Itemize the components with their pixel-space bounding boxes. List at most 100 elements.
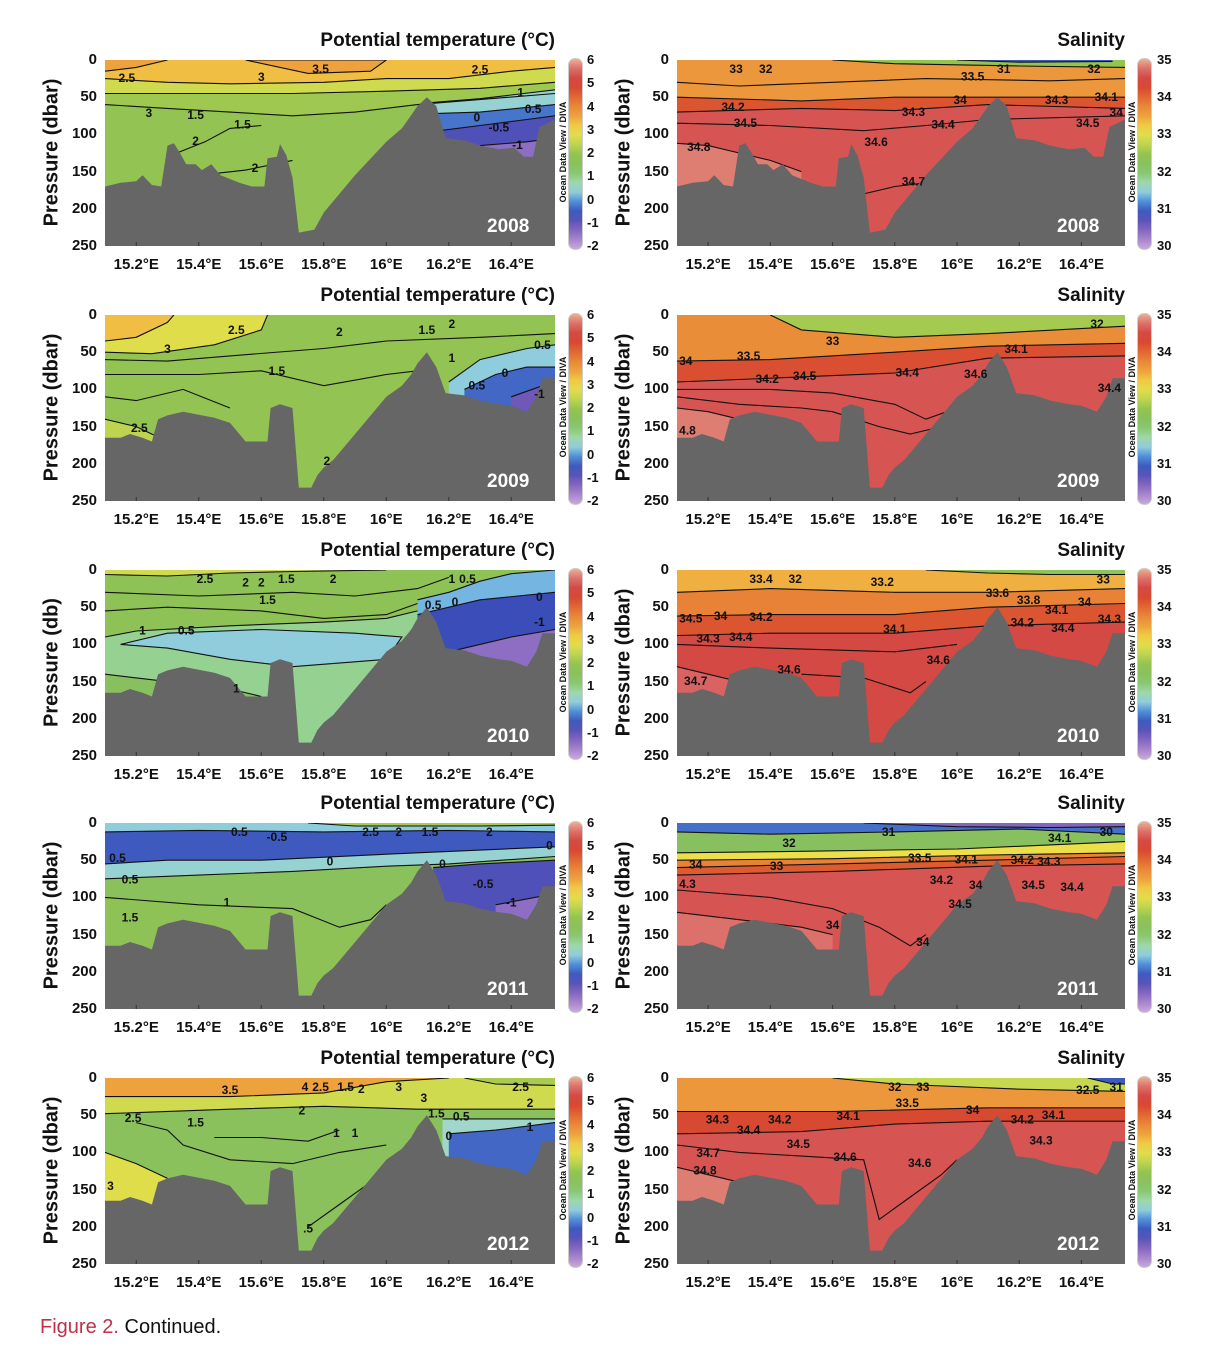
contour-line <box>677 96 1125 102</box>
contour-line <box>677 1166 740 1183</box>
x-tick-label: 15.6°E <box>238 256 284 273</box>
contour-label: 34.4 <box>1060 880 1084 894</box>
colorbar-tick-label: -2 <box>587 748 599 763</box>
x-tick-label: 15.8°E <box>872 1019 918 1036</box>
year-label: 2010 <box>1057 726 1100 747</box>
contour-label: 33.6 <box>986 586 1010 600</box>
contour-label: 2 <box>330 572 337 586</box>
contour-label: 34.1 <box>955 853 979 867</box>
colorbar-tick-label: 35 <box>1157 52 1172 67</box>
panel-title: Potential temperature (°C) <box>320 30 555 51</box>
contour-label: 0 <box>327 855 334 869</box>
colorbar-tick-label: 2 <box>587 908 595 923</box>
contour-line <box>677 342 1125 362</box>
x-tick-label: 15.8°E <box>301 1274 347 1291</box>
contour-label: 33.5 <box>737 349 761 363</box>
y-tick-label: 100 <box>71 380 97 398</box>
x-tick-label: 16.4°E <box>1058 1019 1105 1036</box>
contour-label: 31 <box>882 825 896 839</box>
x-tick-label: 15.2°E <box>113 256 159 273</box>
x-tick-label: 15.8°E <box>301 766 347 783</box>
contour-fill <box>308 823 555 826</box>
contour-label: 1.5 <box>419 323 436 337</box>
salinity-section-plot-2010: 33.4 32 33.2 33.6 33.8 33 34 34.3 34.4 34.2 34.5 34… <box>677 570 1125 756</box>
contour-line <box>105 829 555 833</box>
contour-label: 2 <box>192 134 199 148</box>
y-tick-label: 50 <box>80 851 97 869</box>
y-tick-label: 250 <box>643 747 669 764</box>
colorbar-tick-label: 3 <box>587 884 595 900</box>
colorbar <box>1137 313 1152 505</box>
contour-label: 34.5 <box>734 116 758 130</box>
colorbar-tick-label: 5 <box>587 585 595 601</box>
x-tick-label: 15.2°E <box>113 511 159 528</box>
contour-line <box>105 1105 555 1115</box>
contour-line <box>677 855 1125 869</box>
x-tick-label: 15.8°E <box>301 1019 347 1036</box>
colorbar-tick-label: -2 <box>587 493 599 508</box>
contour-line <box>677 396 942 435</box>
y-tick-label: 0 <box>660 1069 669 1086</box>
contour-label: 3 <box>420 1091 427 1105</box>
contour-line <box>245 60 388 74</box>
contour-label: 0 <box>536 590 543 604</box>
contour-line <box>863 182 926 195</box>
contour-label: 34.7 <box>684 674 708 688</box>
contour-label: 31 <box>997 62 1011 76</box>
contour-fill <box>120 629 402 667</box>
y-tick-label: 150 <box>71 925 97 943</box>
contour-label: 34.2 <box>756 372 780 386</box>
x-tick-label: 16.4°E <box>1058 1274 1105 1291</box>
contour-line <box>464 1078 555 1086</box>
contour-label: 33.4 <box>749 572 773 586</box>
y-tick-label: 50 <box>80 598 97 616</box>
contour-line <box>439 115 555 132</box>
colorbar <box>568 821 583 1013</box>
y-tick-label: 150 <box>71 672 97 690</box>
contour-label: 2.5 <box>472 63 489 77</box>
year-label: 2011 <box>1057 979 1099 1000</box>
contour-label: .5 <box>303 1221 313 1235</box>
contour-label: 34.3 <box>696 631 720 645</box>
seafloor-bathymetry <box>105 607 555 756</box>
panel-title: Salinity <box>1057 793 1125 814</box>
contour-label: 34.3 <box>1029 1134 1053 1148</box>
x-tick-label: 16.2°E <box>426 511 472 528</box>
contour-label: -0.5 <box>488 121 509 135</box>
contour-fill <box>832 1078 1125 1092</box>
colorbar-credit: Ocean Data View / DIVA <box>558 356 568 458</box>
contour-line <box>677 643 958 653</box>
contour-label: 34.3 <box>1037 855 1061 869</box>
caption-text: Continued. <box>124 1316 222 1338</box>
contour-line <box>677 1144 958 1221</box>
contour-label: 3 <box>258 70 265 84</box>
contour-fill <box>105 1078 449 1097</box>
contour-label: -0.5 <box>267 830 288 844</box>
x-tick-label: 16.2°E <box>426 1274 472 1291</box>
contour-line <box>770 315 1125 338</box>
year-label: 2012 <box>1057 1234 1100 1255</box>
x-tick-label: 15.6°E <box>238 766 284 783</box>
contour-label: 2.5 <box>512 1080 529 1094</box>
year-label: 2011 <box>487 979 529 1000</box>
contour-label: 1.5 <box>259 593 276 607</box>
x-tick-label: 16°E <box>369 256 403 273</box>
year-label: 2009 <box>487 471 530 492</box>
contour-line <box>925 570 1125 576</box>
x-tick-label: 16°E <box>369 1274 403 1291</box>
contour-label: 2 <box>324 454 331 468</box>
y-tick-label: 50 <box>652 598 669 616</box>
contour-line <box>105 1078 449 1098</box>
colorbar-tick-label: 6 <box>587 815 595 830</box>
contour-label: 33.5 <box>896 1096 920 1110</box>
contour-label: 3.5 <box>312 62 329 76</box>
contour-fill <box>770 315 1125 338</box>
contour-label: 34 <box>1078 595 1092 609</box>
contour-label: 2 <box>486 825 493 839</box>
x-tick-label: 16.2°E <box>996 766 1042 783</box>
x-tick-label: 16°E <box>940 256 974 273</box>
panel-title: Salinity <box>1057 30 1125 51</box>
contour-label: 34.7 <box>696 1146 720 1160</box>
colorbar-tick-label: 30 <box>1157 1001 1172 1016</box>
